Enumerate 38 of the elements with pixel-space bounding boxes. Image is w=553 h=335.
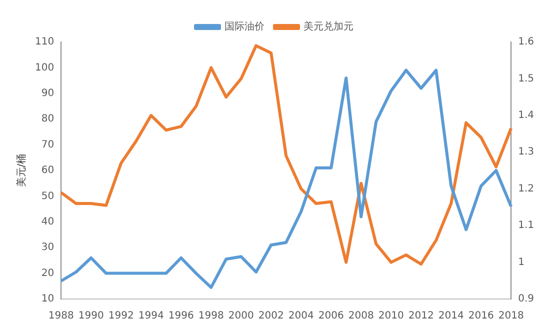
y2-tick-label: 0.9 [518,294,534,305]
y-tick-label: 40 [41,216,54,228]
x-tick-label: 2018 [498,310,524,322]
legend-label: 美元兑加元 [304,20,354,33]
y-tick-label: 70 [41,139,54,150]
y2-tick-label: 1.4 [518,110,534,122]
y-tick-label: 100 [34,62,54,74]
x-tick-label: 1996 [168,310,194,322]
x-tick-label: 2000 [228,310,254,322]
y-tick-label: 20 [41,268,54,279]
x-tick-label: 2004 [288,310,314,322]
x-tick-label: 1990 [78,310,104,322]
x-tick-label: 2014 [438,310,464,322]
x-tick-label: 1994 [138,310,164,322]
x-tick-label: 2016 [468,310,494,322]
y2-tick-label: 1.3 [518,146,534,158]
y-tick-label: 90 [41,88,54,99]
y-tick-label: 60 [41,165,54,176]
y-axis-title: 美元/桶 [16,154,28,188]
x-tick-label: 1992 [108,310,134,322]
y-tick-label: 10 [41,294,54,305]
y2-tick-label: 1 [518,256,524,268]
y-tick-label: 30 [41,242,54,254]
x-tick-label: 2010 [378,310,404,322]
legend-label: 国际油价 [224,20,264,33]
x-tick-label: 2002 [258,310,284,322]
y2-tick-label: 1.6 [518,36,534,48]
x-tick-label: 1998 [198,310,224,322]
x-tick-label: 2006 [318,310,344,322]
y-tick-label: 80 [41,114,54,125]
y2-tick-label: 1.5 [518,73,534,84]
y-tick-label: 110 [34,36,54,48]
x-tick-label: 2008 [348,310,374,322]
x-tick-label: 1988 [48,310,74,322]
y2-tick-label: 1.2 [518,183,534,194]
y2-tick-label: 1.1 [518,220,534,232]
x-tick-label: 2012 [408,310,434,322]
y-tick-label: 50 [41,190,54,202]
